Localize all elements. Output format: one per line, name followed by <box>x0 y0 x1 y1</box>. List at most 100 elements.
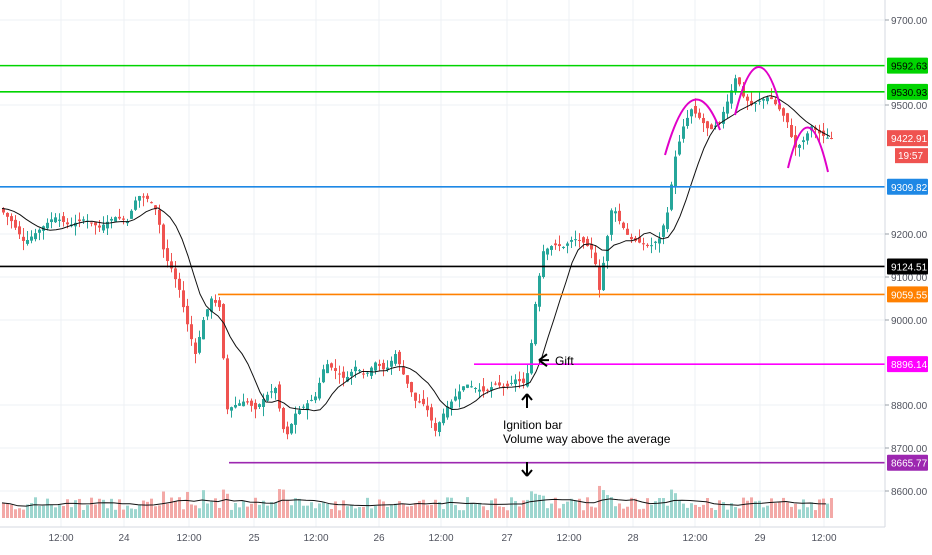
volume-bar <box>198 508 201 518</box>
volume-bar <box>534 493 537 518</box>
candle-body <box>194 342 197 354</box>
volume-bar <box>658 498 661 518</box>
volume-bar <box>730 503 733 518</box>
candle-body <box>262 399 265 407</box>
volume-bar <box>94 504 97 518</box>
volume-bar <box>622 508 625 518</box>
candle-body <box>26 240 29 244</box>
volume-bar <box>170 497 173 518</box>
volume-bar <box>458 510 461 518</box>
volume-bar <box>626 506 629 518</box>
volume-bar <box>806 507 809 518</box>
candle-body <box>202 320 205 340</box>
candle-body <box>330 363 333 368</box>
ma-line <box>1 95 831 412</box>
volume-bar <box>162 491 165 518</box>
x-tick-label: 12:00 <box>556 533 581 544</box>
volume-bar <box>586 497 589 518</box>
head-and-shoulders-arcs <box>664 66 829 173</box>
candle-body <box>774 99 777 105</box>
volume-bar <box>46 498 49 518</box>
volume-bar <box>126 505 129 518</box>
volume-bar <box>538 494 541 518</box>
volume-bar <box>38 505 41 518</box>
candle-body <box>418 401 421 403</box>
candle-body <box>186 305 189 325</box>
candle-body <box>574 239 577 241</box>
candle-body <box>534 304 537 345</box>
candle-body <box>734 78 737 93</box>
price-level-tag <box>887 258 928 275</box>
candle-body <box>338 373 341 375</box>
volume-bar <box>138 504 141 518</box>
candle-body <box>362 373 365 375</box>
candle-body <box>2 208 5 213</box>
volume-bar <box>462 510 465 518</box>
volume-bar <box>262 500 265 518</box>
candle-body <box>482 386 485 392</box>
volume-bar <box>330 508 333 518</box>
candle-body <box>282 408 285 430</box>
candle-body <box>510 382 513 384</box>
price-level-tag <box>887 356 928 373</box>
volume-bar <box>574 500 577 518</box>
volume-bar <box>14 509 17 518</box>
candle-body <box>614 211 617 214</box>
price-level-tag <box>887 286 928 303</box>
candle-body <box>366 372 369 374</box>
volume-bars <box>2 485 833 518</box>
volume-bar <box>434 499 437 518</box>
candle-body <box>630 236 633 240</box>
volume-bar <box>378 499 381 518</box>
candle-body <box>606 236 609 262</box>
candle-body <box>602 262 605 291</box>
volume-bar <box>606 494 609 518</box>
candle-body <box>350 371 353 376</box>
volume-bar <box>370 508 373 518</box>
candle-body <box>790 125 793 137</box>
grid <box>0 0 885 527</box>
volume-bar <box>274 502 277 518</box>
volume-bar <box>774 503 777 518</box>
candle-body <box>786 113 789 123</box>
volume-bar <box>562 503 565 518</box>
candle-body <box>230 407 233 411</box>
price-levels[interactable]: 9592.63 9530.93 9309.82 9124.51 9059.55 8896.… <box>0 57 928 471</box>
volume-bar <box>234 502 237 518</box>
volume-bar <box>134 509 137 518</box>
volume-bar <box>326 503 329 518</box>
volume-bar <box>338 510 341 518</box>
candle-body <box>578 239 581 241</box>
candle-body <box>210 298 213 312</box>
candle-body <box>682 126 685 139</box>
candle-body <box>638 237 641 243</box>
x-tick-label: 27 <box>501 533 513 544</box>
volume-bar <box>366 497 369 518</box>
volume-bar <box>674 493 677 518</box>
volume-bar <box>830 498 833 518</box>
x-tick-label: 28 <box>627 533 639 544</box>
candle-body <box>174 268 177 280</box>
candle-body <box>90 222 93 224</box>
volume-bar <box>298 498 301 518</box>
volume-bar <box>354 508 357 518</box>
volume-bar <box>718 500 721 518</box>
candle-body <box>594 252 597 265</box>
candle-body <box>50 219 53 223</box>
volume-bar <box>390 504 393 518</box>
volume-bar <box>270 502 273 518</box>
candle-body <box>718 122 721 124</box>
candle-body <box>518 379 521 382</box>
volume-bar <box>182 509 185 518</box>
candle-body <box>62 216 65 222</box>
candle-body <box>30 236 33 241</box>
price-level-label: 9592.63 <box>891 62 928 73</box>
candle-body <box>226 358 229 410</box>
candle-body <box>234 405 237 408</box>
candle-body <box>430 407 433 421</box>
volume-bar <box>682 503 685 518</box>
volume-bar <box>514 501 517 518</box>
candle-body <box>354 366 357 372</box>
